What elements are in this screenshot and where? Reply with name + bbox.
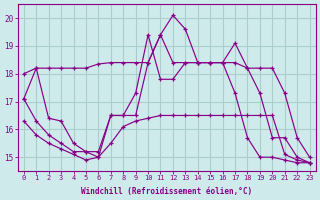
X-axis label: Windchill (Refroidissement éolien,°C): Windchill (Refroidissement éolien,°C) <box>81 187 252 196</box>
